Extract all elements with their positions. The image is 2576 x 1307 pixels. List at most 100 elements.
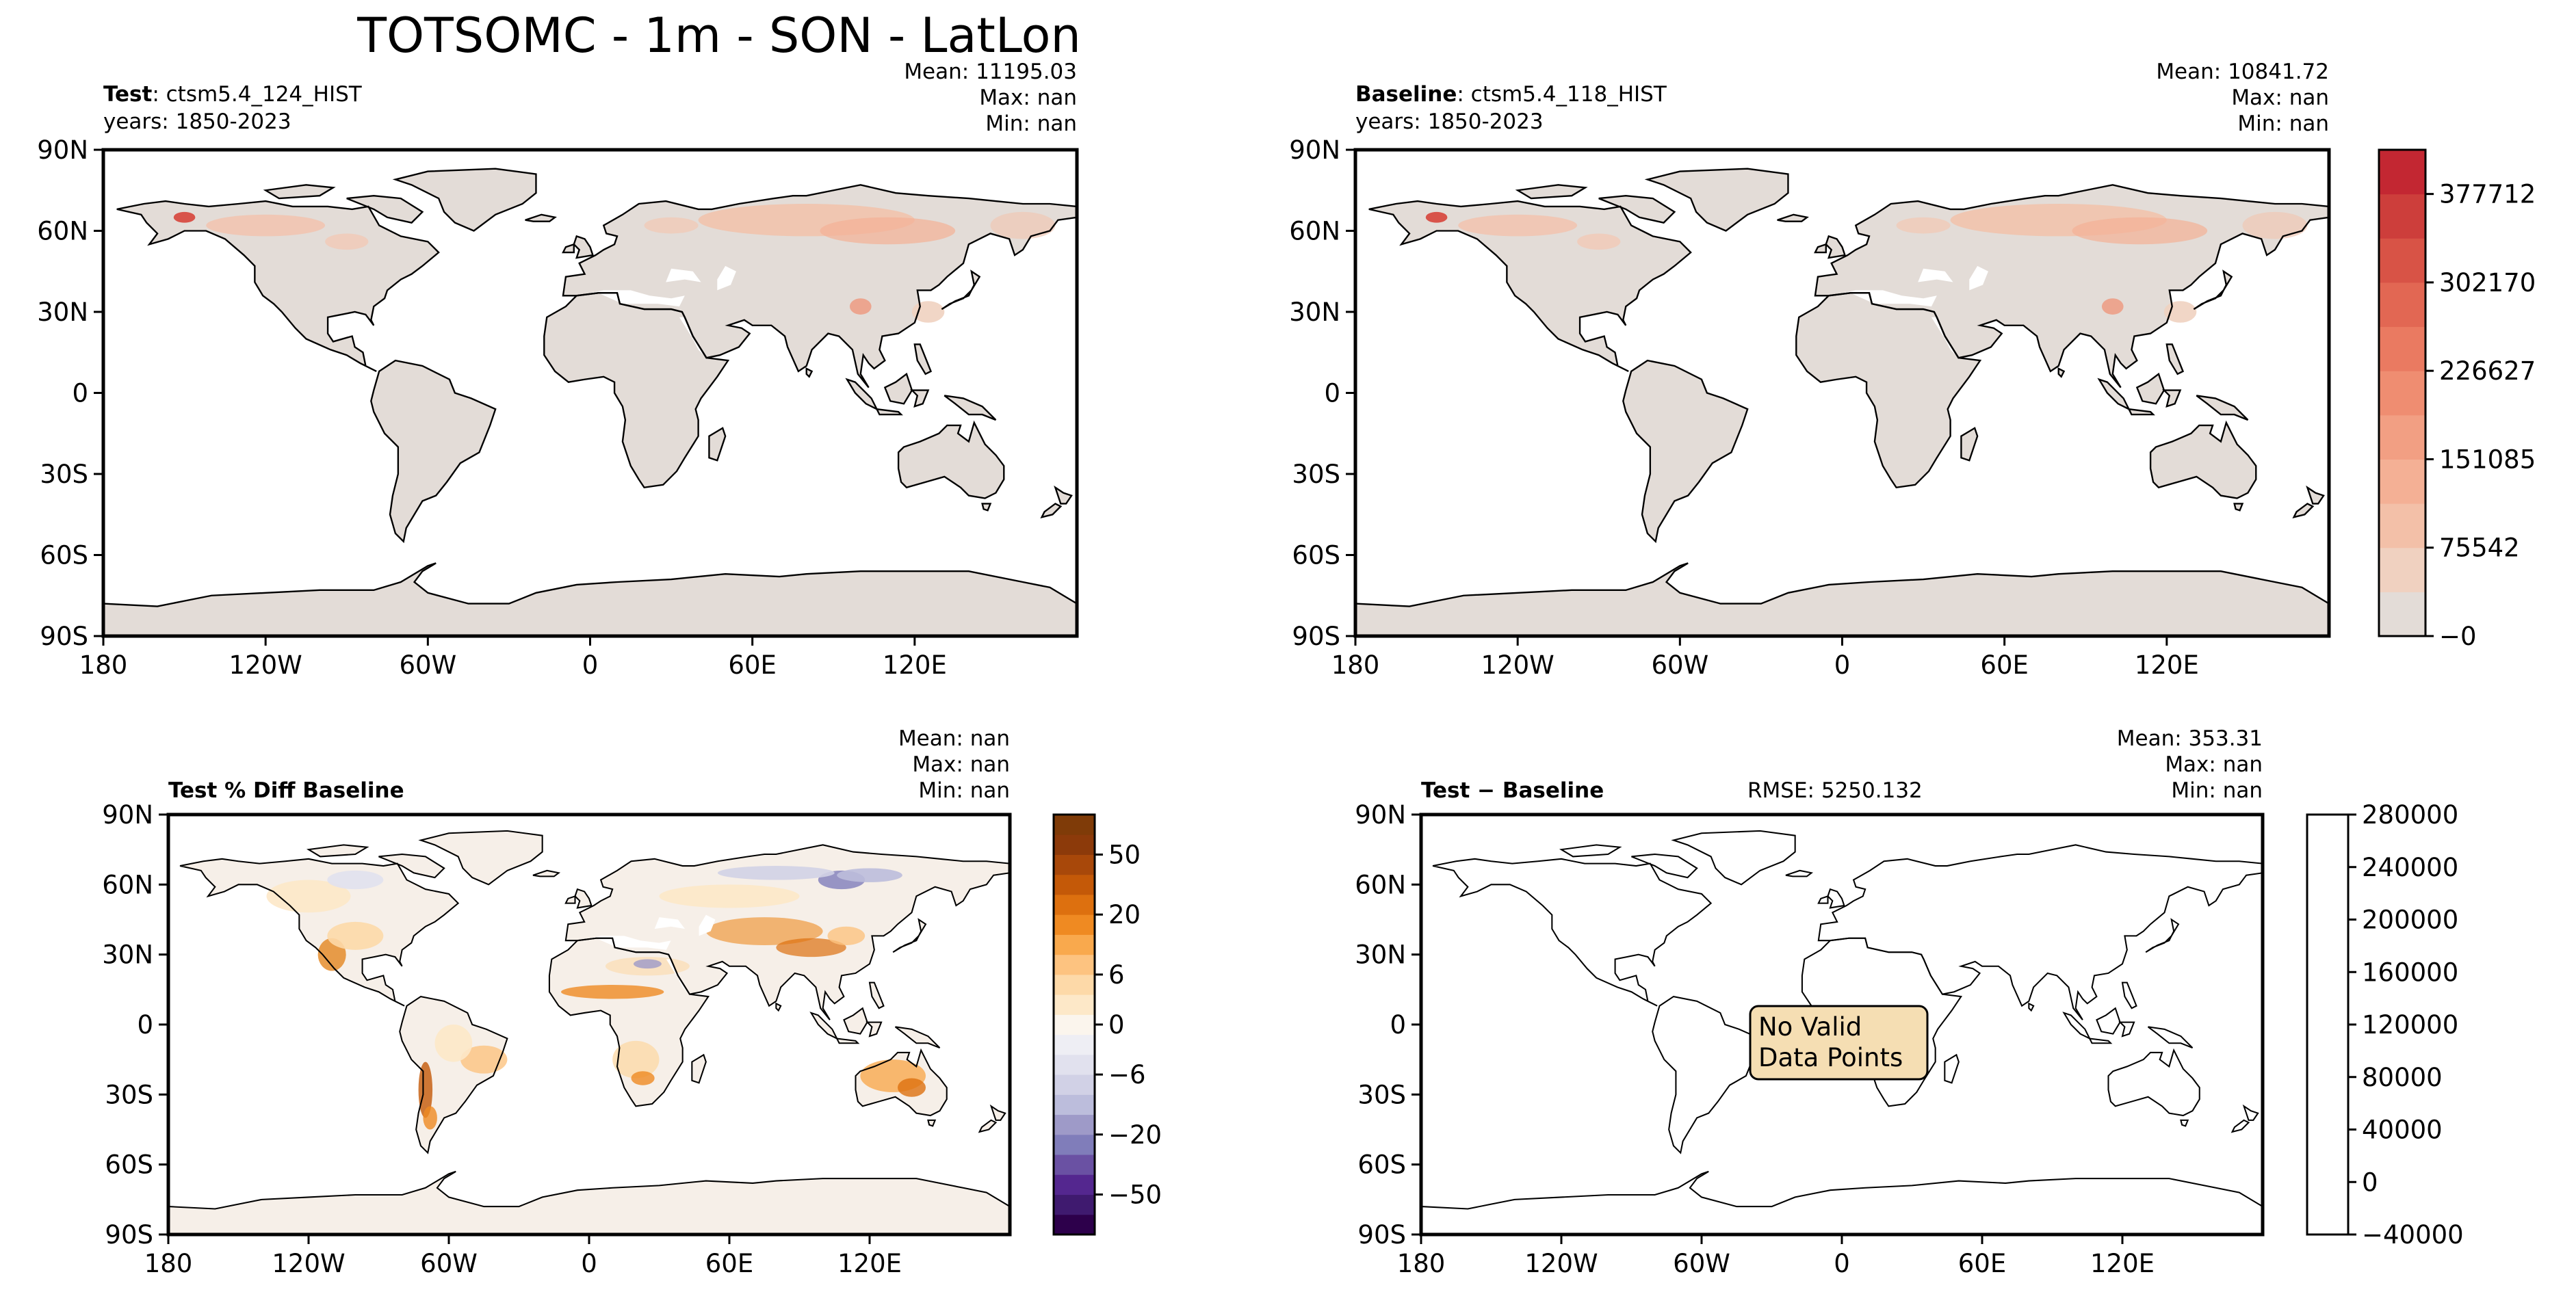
lat-tick-label: 60N xyxy=(1355,870,1406,899)
colorbar-tick-label: −6 xyxy=(1108,1060,1146,1090)
diff-label: Test − Baseline xyxy=(1421,778,1604,803)
no-data-line2: Data Points xyxy=(1758,1043,1903,1072)
stat-line: Max: nan xyxy=(979,85,1077,110)
no-data-line1: No Valid xyxy=(1758,1012,1862,1042)
baseline-years: years: 1850-2023 xyxy=(1355,109,1544,134)
colorbar-tick-label: 0 xyxy=(1108,1010,1125,1040)
colorbar-tick-label: 6 xyxy=(1108,960,1125,990)
colorbar-tick-label: 377712 xyxy=(2439,180,2536,209)
colorbar-segment xyxy=(1054,1174,1095,1196)
lon-tick-label: 120E xyxy=(837,1249,902,1278)
colorbar-frame xyxy=(2378,148,2427,637)
colorbar-tick-label: 226627 xyxy=(2439,356,2536,386)
lat-tick-label: 30S xyxy=(1292,460,1340,489)
lat-tick-label: 60S xyxy=(40,541,88,570)
colorbar-segment xyxy=(2379,326,2425,371)
colorbar-segment xyxy=(1054,1074,1095,1095)
lat-tick-label: 90S xyxy=(1292,622,1340,651)
lon-tick-label: 60W xyxy=(1651,650,1708,680)
svg-text:Baseline: ctsm5.4_118_HIST: Baseline: ctsm5.4_118_HIST xyxy=(1355,82,1667,107)
lat-tick-label: 90N xyxy=(1355,800,1406,830)
colorbar-segment xyxy=(1054,1014,1095,1035)
stat-line: Min: nan xyxy=(985,111,1077,136)
colorbar-segment xyxy=(2379,282,2425,328)
lat-tick-label: 30S xyxy=(40,460,88,489)
colorbar-tick-label: −0 xyxy=(2439,622,2477,651)
colorbar-segment xyxy=(1054,1094,1095,1115)
lat-tick-label: 0 xyxy=(1390,1010,1406,1040)
lat-tick-label: 30N xyxy=(37,298,88,327)
stat-line: Max: nan xyxy=(912,752,1010,777)
stat-line: Min: nan xyxy=(2237,111,2329,136)
colorbar-segment xyxy=(2379,414,2425,460)
lat-tick-label: 60S xyxy=(105,1150,153,1180)
lon-tick-label: 0 xyxy=(1834,650,1851,680)
test-years: years: 1850-2023 xyxy=(103,109,291,134)
colorbar-segment xyxy=(2379,238,2425,283)
colorbar-segment xyxy=(1054,1114,1095,1135)
lon-tick-label: 120E xyxy=(2135,650,2199,680)
lat-tick-label: 60S xyxy=(1357,1150,1406,1180)
panel-diff: Test − Baseline RMSE: 5250.132 Mean: 353… xyxy=(1355,726,2265,1278)
lat-tick-label: 30S xyxy=(105,1080,153,1109)
colorbar-segment xyxy=(1054,974,1095,995)
no-data-box: No Valid Data Points xyxy=(1749,1005,1929,1081)
colorbar-tick-label: 120000 xyxy=(2362,1010,2458,1040)
lon-tick-label: 120E xyxy=(883,650,947,680)
lon-tick-label: 60E xyxy=(1980,650,2028,680)
lon-tick-label: 60W xyxy=(1673,1249,1730,1278)
panel-test: Test: ctsm5.4_124_HIST years: 1850-2023 … xyxy=(37,60,1079,680)
lon-tick-label: 180 xyxy=(1397,1249,1446,1278)
colorbar-tick-label: 200000 xyxy=(2362,906,2458,935)
colorbar-segment xyxy=(2379,459,2425,504)
lon-tick-label: 60E xyxy=(1958,1249,2006,1278)
lat-tick-label: 60N xyxy=(37,217,88,246)
lat-tick-label: 30N xyxy=(1355,940,1406,970)
figure-title: TOTSOMC - 1m - SON - LatLon xyxy=(356,8,1081,64)
colorbar-segment xyxy=(1054,934,1095,955)
diff-rmse: RMSE: 5250.132 xyxy=(1747,778,1923,803)
colorbar-tick-label: 280000 xyxy=(2362,800,2458,830)
stat-line: Max: nan xyxy=(2231,85,2329,110)
colorbar-segment xyxy=(1054,894,1095,915)
colorbar-tick-label: 302170 xyxy=(2439,268,2536,298)
lon-tick-label: 0 xyxy=(582,650,599,680)
lat-tick-label: 90N xyxy=(37,135,88,165)
colorbar-segment xyxy=(1054,1154,1095,1175)
colorbar-segment xyxy=(2379,503,2425,549)
colorbar-segment xyxy=(1054,834,1095,855)
baseline-label-rest: : ctsm5.4_118_HIST xyxy=(1457,82,1667,107)
svg-text:Test: ctsm5.4_124_HIST: Test: ctsm5.4_124_HIST xyxy=(103,82,363,107)
colorbar-segment xyxy=(1054,1034,1095,1055)
colorbar-absolute: −0 75542 151085 226627 302170 377712 xyxy=(2378,148,2536,651)
stat-line: Min: nan xyxy=(2171,778,2263,803)
lon-tick-label: 60E xyxy=(705,1249,753,1278)
colorbar-segment xyxy=(1054,1194,1095,1215)
lon-tick-label: 180 xyxy=(1331,650,1380,680)
lon-tick-label: 0 xyxy=(1834,1249,1850,1278)
stat-line: Min: nan xyxy=(918,778,1010,803)
lat-tick-label: 60N xyxy=(1289,217,1340,246)
stat-line: Mean: nan xyxy=(898,726,1010,751)
colorbar-tick-label: 80000 xyxy=(2362,1063,2443,1092)
lat-tick-label: 90N xyxy=(102,800,153,830)
lon-tick-label: 120E xyxy=(2090,1249,2155,1278)
colorbar-segment xyxy=(1054,874,1095,895)
colorbar-segment xyxy=(1054,994,1095,1015)
lon-tick-label: 60W xyxy=(399,650,456,680)
stat-line: Mean: 353.31 xyxy=(2117,726,2263,751)
pct-diff-label: Test % Diff Baseline xyxy=(168,778,404,803)
stat-line: Mean: 10841.72 xyxy=(2156,60,2329,84)
colorbar-frame xyxy=(2306,813,2350,1236)
map-test xyxy=(101,148,1079,638)
colorbar-tick-label: 240000 xyxy=(2362,853,2458,882)
colorbar-tick-label: −20 xyxy=(1108,1120,1162,1150)
colorbar-tick-label: −40000 xyxy=(2362,1220,2464,1250)
lon-tick-label: 0 xyxy=(581,1249,597,1278)
lat-tick-label: 0 xyxy=(72,379,88,408)
colorbar-tick-label: 160000 xyxy=(2362,958,2458,987)
